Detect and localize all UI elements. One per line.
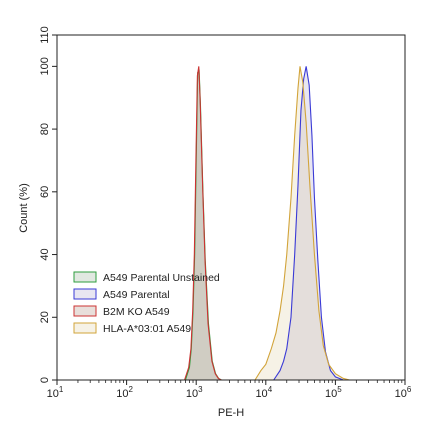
- axis-ticks: 101 102 103 104 105 106 0 20 40 60 80 100 110: [39, 26, 412, 400]
- y-tick-label: 110: [39, 26, 51, 44]
- x-tick-label: 106: [395, 385, 412, 400]
- histogram-lines: [184, 66, 350, 381]
- y-tick-label: 0: [39, 377, 51, 383]
- legend-label-3: HLA-A*03:01 A549: [103, 323, 191, 335]
- x-tick-label: 101: [47, 385, 64, 400]
- y-tick-label: 40: [39, 248, 51, 260]
- x-tick-label: 102: [116, 385, 133, 400]
- series-fill-3: [255, 66, 350, 381]
- series-fill-1: [273, 66, 344, 381]
- y-tick-label: 100: [39, 57, 51, 75]
- plot-frame: [56, 34, 406, 381]
- x-tick-label: 104: [255, 385, 272, 400]
- legend-label-2: B2M KO A549: [103, 306, 170, 318]
- y-tick-label: 20: [39, 311, 51, 323]
- series-line-3: [254, 66, 350, 381]
- legend-swatch-1: [73, 288, 97, 300]
- legend-swatch-0: [73, 271, 97, 283]
- y-tick-label: 60: [39, 186, 51, 198]
- legend: A549 Parental Unstained A549 Parental B2M …: [73, 271, 220, 335]
- x-tick-label: 103: [186, 385, 203, 400]
- x-tick-label: 105: [325, 385, 342, 400]
- legend-label-0: A549 Parental Unstained: [103, 272, 220, 284]
- legend-label-1: A549 Parental: [103, 289, 170, 301]
- legend-swatch-2: [73, 305, 97, 317]
- series-line-2: [184, 66, 222, 381]
- y-axis-label: Count (%): [18, 183, 30, 233]
- legend-swatch-3: [73, 322, 97, 334]
- y-tick-label: 80: [39, 123, 51, 135]
- x-axis-label: PE-H: [218, 407, 244, 419]
